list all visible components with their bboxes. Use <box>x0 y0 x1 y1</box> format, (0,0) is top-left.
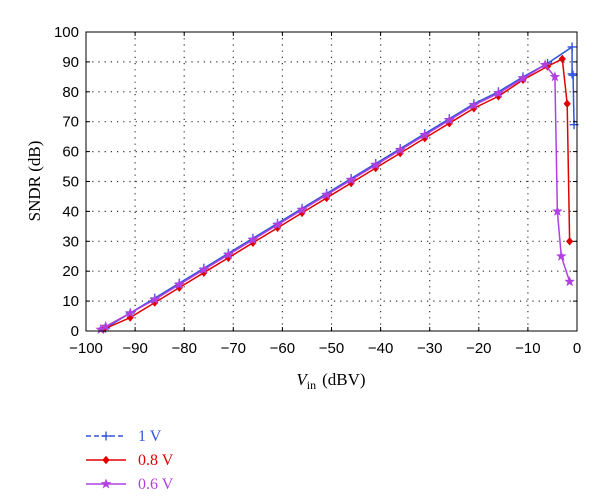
data-point <box>470 104 478 113</box>
x-tick-label: −50 <box>319 340 344 357</box>
data-point <box>370 159 382 170</box>
x-axis-title-subscript: in <box>307 378 316 392</box>
series-layer <box>95 42 579 335</box>
data-point <box>445 118 453 128</box>
data-point <box>223 249 234 260</box>
data-point <box>539 59 551 70</box>
y-tick-label: 90 <box>62 54 79 71</box>
data-point <box>493 87 504 98</box>
data-point <box>563 99 571 108</box>
legend-item-0-6-v: 0.6 V <box>86 476 174 493</box>
axis-ticks: −100 −90 −80 −70 −60 −50 −40 −30 −20 −10 001020304… <box>54 24 581 357</box>
x-tick-label: −100 <box>69 340 103 357</box>
y-tick-label: 40 <box>62 203 79 220</box>
data-point <box>272 219 283 230</box>
data-point <box>517 72 529 83</box>
y-tick-label: 50 <box>62 174 79 191</box>
y-tick-label: 20 <box>62 263 79 280</box>
data-point <box>345 174 357 185</box>
series-0-8-v <box>99 54 574 334</box>
legend-label: 0.8 V <box>138 452 174 469</box>
data-point <box>149 294 161 305</box>
data-point <box>394 144 406 155</box>
data-point <box>95 323 107 335</box>
data-point <box>567 42 577 52</box>
data-point <box>298 208 306 218</box>
data-point <box>100 320 111 332</box>
data-point <box>444 114 455 125</box>
data-point <box>558 54 566 64</box>
legend-marker <box>101 431 111 441</box>
series-line <box>102 57 571 331</box>
series-line <box>100 63 571 331</box>
legend: 1 V 0.8 V 0.6 V <box>86 428 174 493</box>
x-tick-label: −80 <box>171 340 196 357</box>
data-point <box>173 279 185 290</box>
data-point <box>568 70 578 80</box>
y-tick-label: 100 <box>54 24 79 41</box>
y-tick-label: 60 <box>62 144 79 161</box>
legend-marker <box>102 455 110 465</box>
legend-item-1-v: 1 V <box>86 428 162 445</box>
legend-marker <box>100 478 112 489</box>
data-point <box>321 189 332 200</box>
x-tick-label: −10 <box>515 340 540 357</box>
y-tick-label: 80 <box>62 84 79 101</box>
data-point <box>322 193 331 203</box>
x-tick-label: −90 <box>122 340 147 357</box>
data-point <box>296 204 308 215</box>
x-tick-label: −60 <box>270 340 295 357</box>
x-tick-label: −40 <box>368 340 393 357</box>
legend-label: 1 V <box>138 428 162 445</box>
legend-item-0-8-v: 0.8 V <box>86 452 174 469</box>
data-point <box>555 250 567 261</box>
y-tick-label: 0 <box>71 323 79 340</box>
data-point <box>567 69 577 79</box>
x-axis-title: Vin (dBV) <box>296 370 365 392</box>
data-point <box>552 205 563 216</box>
y-tick-label: 10 <box>62 293 79 310</box>
data-point <box>549 71 561 82</box>
data-point <box>468 99 480 110</box>
data-point <box>564 276 575 287</box>
x-tick-label: 0 <box>573 340 581 357</box>
data-point <box>419 129 431 140</box>
data-point <box>421 133 429 143</box>
x-tick-label: −70 <box>221 340 246 357</box>
x-axis-title-main: V <box>296 370 309 389</box>
y-tick-label: 70 <box>62 114 79 131</box>
data-point <box>198 264 210 275</box>
x-tick-label: −30 <box>417 340 442 357</box>
data-point <box>566 237 574 246</box>
series-0-6-v <box>95 59 575 335</box>
data-point <box>247 234 259 245</box>
data-point <box>273 223 282 233</box>
y-axis-title: SNDR (dB) <box>25 141 44 222</box>
legend-label: 0.6 V <box>138 476 174 493</box>
data-point <box>124 307 136 318</box>
x-tick-label: −20 <box>466 340 491 357</box>
data-point <box>396 148 404 158</box>
y-tick-label: 30 <box>62 233 79 250</box>
grid <box>86 32 577 331</box>
x-axis-title-unit: (dBV) <box>322 370 365 389</box>
